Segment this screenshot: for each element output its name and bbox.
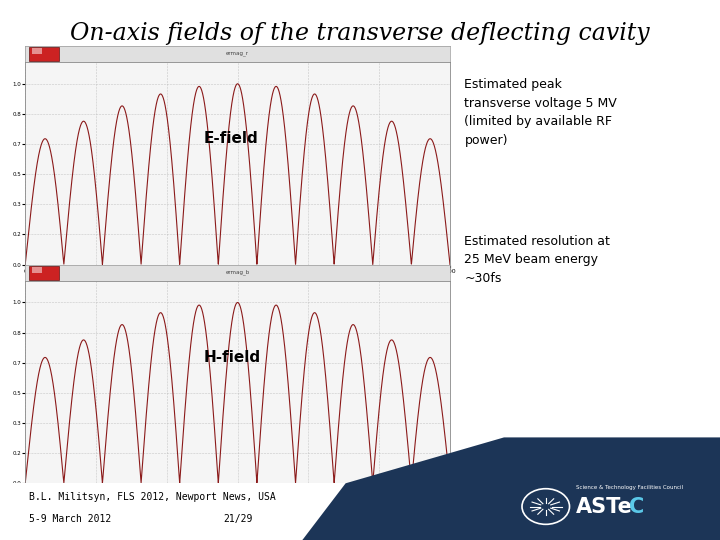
Text: On-axis fields of the transverse deflecting cavity: On-axis fields of the transverse deflect… (70, 22, 650, 45)
FancyBboxPatch shape (32, 48, 42, 54)
Text: E-field: E-field (204, 131, 258, 146)
Text: Science & Technology Facilities Council: Science & Technology Facilities Council (576, 484, 683, 490)
FancyBboxPatch shape (32, 267, 42, 273)
Text: 21/29: 21/29 (223, 514, 253, 524)
X-axis label: Coordinate / mm: Coordinate / mm (208, 276, 267, 282)
X-axis label: Coordinate / mm: Coordinate / mm (208, 495, 267, 501)
Text: B.L. Militsyn, FLS 2012, Newport News, USA: B.L. Militsyn, FLS 2012, Newport News, U… (29, 492, 276, 503)
Text: ermag_r: ermag_r (226, 51, 249, 56)
Text: C: C (629, 496, 644, 517)
Text: Estimated peak
transverse voltage 5 MV
(limited by available RF
power): Estimated peak transverse voltage 5 MV (… (464, 78, 617, 147)
FancyBboxPatch shape (30, 47, 59, 61)
Text: ermag_b: ermag_b (225, 269, 250, 275)
FancyBboxPatch shape (30, 266, 59, 280)
Text: ASTe: ASTe (576, 496, 633, 517)
Text: H-field: H-field (204, 350, 261, 365)
Text: Estimated resolution at
25 MeV beam energy
~30fs: Estimated resolution at 25 MeV beam ener… (464, 235, 611, 285)
Text: 5-9 March 2012: 5-9 March 2012 (29, 514, 111, 524)
